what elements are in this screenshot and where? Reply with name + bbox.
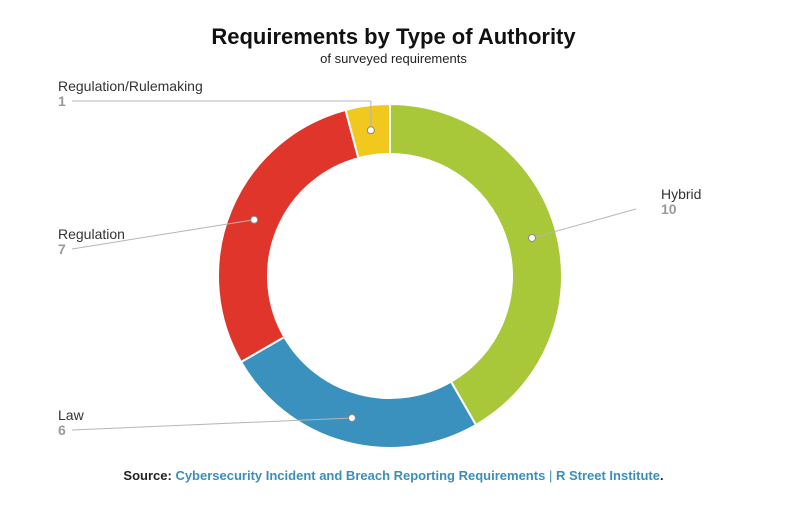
slice-label-law: Law	[58, 407, 85, 423]
slice-law[interactable]	[239, 335, 478, 449]
slice-value-law: 6	[58, 422, 66, 438]
leader-line-regulation	[71, 219, 255, 250]
slice-marker-law	[347, 413, 356, 422]
source-suffix: .	[659, 468, 664, 483]
slice-value-regulation: 7	[58, 241, 66, 257]
chart-subtitle: of surveyed requirements	[320, 51, 467, 66]
source-prefix: Source:	[123, 468, 172, 483]
source-separator: |	[548, 468, 553, 483]
source-publisher-link[interactable]: R Street Institute	[555, 468, 660, 483]
chart-title: Requirements by Type of Authority	[211, 24, 576, 49]
slice-label-regulation: Regulation	[58, 226, 125, 242]
slice-marker-hybrid	[527, 233, 536, 242]
slice-label-regulation-rulemaking: Regulation/Rulemaking	[58, 78, 203, 94]
leader-line-hybrid	[531, 208, 637, 239]
slice-regulation[interactable]	[217, 108, 360, 364]
slice-marker-regulation-rulemaking	[366, 126, 375, 135]
leader-line-law	[71, 417, 352, 431]
slice-hybrid[interactable]	[389, 102, 563, 427]
slice-marker-regulation	[250, 215, 259, 224]
slice-value-regulation-rulemaking: 1	[58, 93, 66, 109]
slice-label-hybrid: Hybrid	[661, 186, 701, 202]
source-title-link[interactable]: Cybersecurity Incident and Breach Report…	[175, 468, 546, 483]
source-note: Source: Cybersecurity Incident and Breac…	[0, 468, 787, 483]
slice-value-hybrid: 10	[661, 201, 677, 217]
